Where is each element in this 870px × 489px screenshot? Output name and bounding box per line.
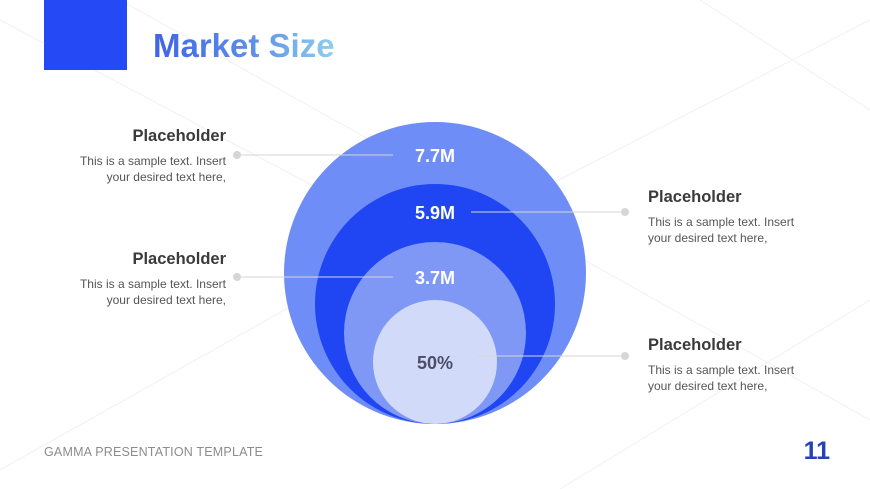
callout-heading: Placeholder — [132, 127, 226, 145]
callout-heading: Placeholder — [648, 336, 742, 354]
callout-right-top: Placeholder This is a sample text. Inser… — [648, 187, 848, 246]
callout-body-line: This is a sample text. Insert — [79, 154, 226, 168]
callout-body-line: This is a sample text. Insert — [79, 277, 226, 291]
connector-dot-3 — [233, 273, 241, 281]
callout-body-line: your desired text here, — [648, 231, 768, 245]
connector-dot-1 — [233, 151, 241, 159]
ring-inner-label: 50% — [417, 353, 453, 373]
ring-third-label: 3.7M — [415, 268, 455, 288]
slide-title: Market Size — [153, 27, 335, 64]
callout-body-line: This is a sample text. Insert — [648, 363, 795, 377]
callout-left-top: Placeholder This is a sample text. Inser… — [26, 126, 226, 185]
accent-square — [44, 0, 127, 70]
callout-body-line: your desired text here, — [106, 293, 226, 307]
callout-heading: Placeholder — [648, 188, 742, 206]
callout-body-line: This is a sample text. Insert — [648, 215, 795, 229]
ring-second-label: 5.9M — [415, 203, 455, 223]
connector-dot-4 — [621, 352, 629, 360]
callout-body-line: your desired text here, — [648, 379, 768, 393]
page-number: 11 — [803, 437, 830, 465]
ring-outer-label: 7.7M — [415, 146, 455, 166]
footer-text: GAMMA PRESENTATION TEMPLATE — [44, 445, 264, 459]
ring-inner — [373, 300, 497, 424]
callout-body-line: your desired text here, — [106, 170, 226, 184]
callout-left-bottom: Placeholder This is a sample text. Inser… — [26, 249, 226, 308]
callout-heading: Placeholder — [132, 250, 226, 268]
callout-right-bottom: Placeholder This is a sample text. Inser… — [648, 335, 848, 394]
connector-dot-2 — [621, 208, 629, 216]
